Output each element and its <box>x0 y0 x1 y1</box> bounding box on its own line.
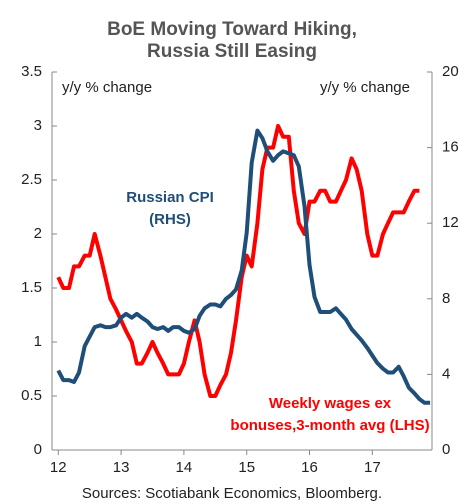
y-tick-label: 2 <box>34 225 42 242</box>
x-tick-label: 17 <box>364 459 381 476</box>
y-tick-label: 1 <box>34 333 42 350</box>
y-tick-label: 0 <box>34 441 42 458</box>
y2-tick-label: 16 <box>442 139 459 156</box>
y2-tick-label: 20 <box>442 63 459 80</box>
x-tick-label: 14 <box>176 459 193 476</box>
y-axis-label: y/y % change <box>62 79 152 96</box>
annotation: (RHS) <box>149 211 191 228</box>
y2-tick-label: 0 <box>442 441 450 458</box>
series-line <box>56 128 431 405</box>
source: Sources: Scotiabank Economics, Bloomberg… <box>82 485 382 502</box>
chart-title: Russia Still Easing <box>147 41 317 62</box>
annotation: Russian CPI <box>126 189 214 206</box>
y-tick-label: 0.5 <box>21 387 42 404</box>
series-line <box>56 124 420 398</box>
x-tick-label: 12 <box>50 459 67 476</box>
y-tick-label: 3 <box>34 117 42 134</box>
y2-tick-label: 8 <box>442 290 450 307</box>
chart-title: BoE Moving Toward Hiking, <box>107 19 357 40</box>
y2-tick-label: 4 <box>442 365 450 382</box>
y-tick-label: 2.5 <box>21 171 42 188</box>
x-tick-label: 15 <box>238 459 255 476</box>
x-tick-label: 16 <box>301 459 318 476</box>
annotation: bonuses,3-month avg (LHS) <box>230 417 429 434</box>
annotation: Weekly wages ex <box>269 395 392 412</box>
y-tick-label: 3.5 <box>21 63 42 80</box>
y2-tick-label: 12 <box>442 214 459 231</box>
x-tick-label: 13 <box>113 459 130 476</box>
y-tick-label: 1.5 <box>21 279 42 296</box>
y2-axis-label: y/y % change <box>320 79 410 96</box>
